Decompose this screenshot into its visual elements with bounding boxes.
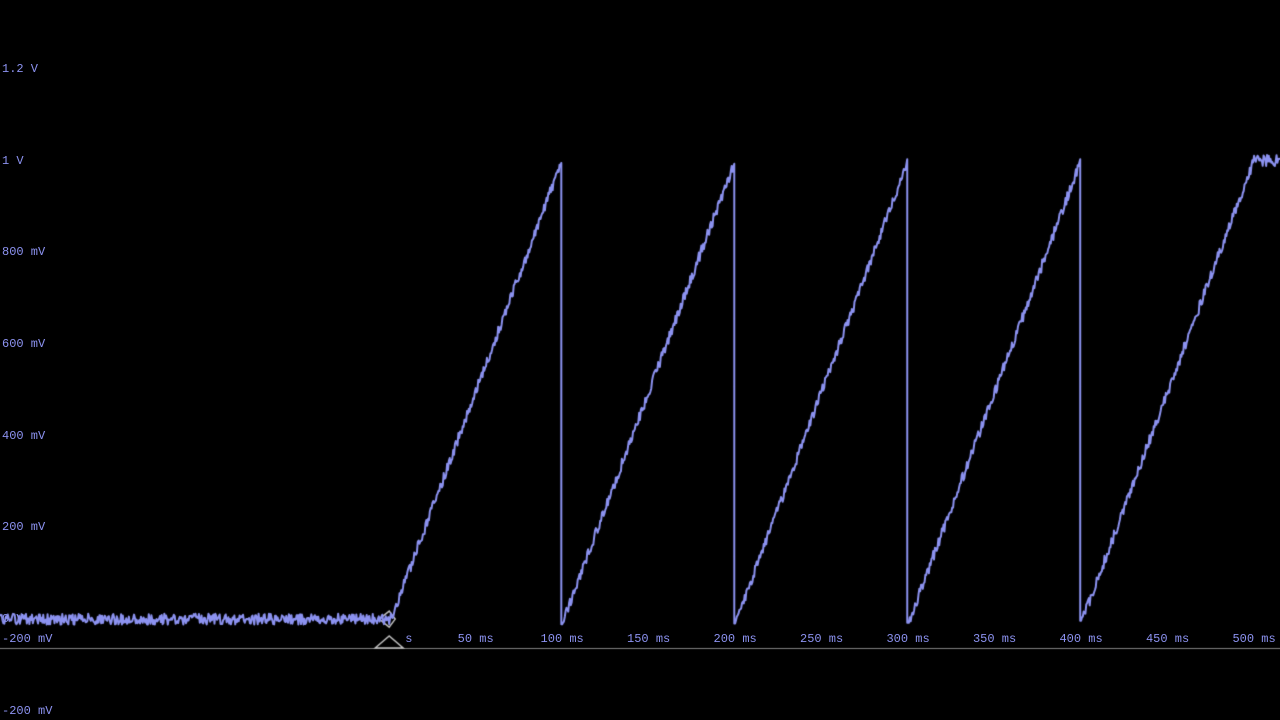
x-tick-label: 350 ms [973, 632, 1016, 646]
x-tick-label: 400 ms [1059, 632, 1102, 646]
y-tick-label: -200 mV [2, 704, 52, 718]
x-tick-label: 250 ms [800, 632, 843, 646]
trigger-time-label: s [405, 632, 412, 646]
y-tick-label: 400 mV [2, 429, 45, 443]
y-tick-label: 800 mV [2, 245, 45, 259]
y-tick-label: 200 mV [2, 520, 45, 534]
y-tick-label: 1.2 V [2, 62, 38, 76]
x-tick-label: 500 ms [1232, 632, 1275, 646]
x-tick-label: 150 ms [627, 632, 670, 646]
y-tick-label: 1 V [2, 154, 24, 168]
y-tick-label: 600 mV [2, 337, 45, 351]
x-tick-label: 50 ms [458, 632, 494, 646]
x-tick-label: 450 ms [1146, 632, 1189, 646]
x-tick-label: 200 ms [714, 632, 757, 646]
x-tick-label: 100 ms [541, 632, 584, 646]
x-tick-label: 300 ms [886, 632, 929, 646]
oscilloscope-trace [0, 0, 1280, 720]
y-tick-label: 0 V [2, 612, 24, 626]
x-tick-label: -200 mV [2, 632, 52, 646]
